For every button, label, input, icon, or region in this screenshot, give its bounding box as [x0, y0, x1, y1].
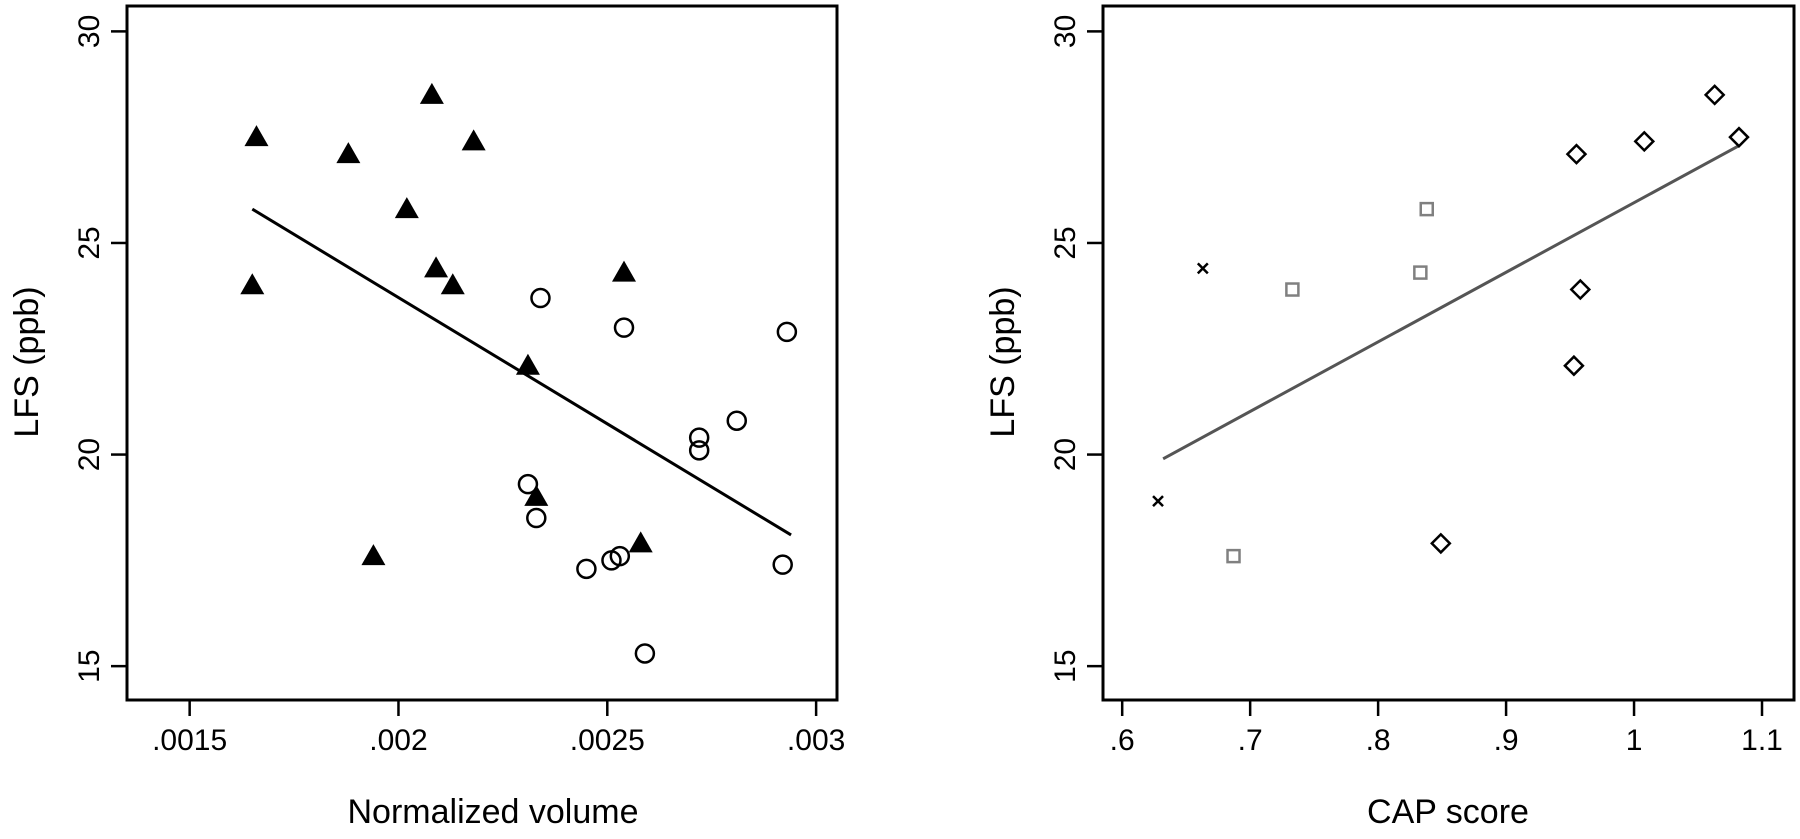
left-triangle-point: [628, 531, 653, 553]
left-circle-point: [688, 427, 710, 448]
right-x-point: [1196, 262, 1209, 275]
right-diamond-point: [1569, 278, 1592, 301]
left-circle-point: [613, 317, 635, 338]
right-y-axis: 15 20 25 30: [1049, 15, 1103, 683]
left-triangle-point: [419, 82, 444, 104]
left-circle-point: [609, 545, 631, 567]
left-circle-point: [530, 287, 551, 309]
right-x-tick-label: .7: [1238, 724, 1263, 757]
right-x-point: [1152, 495, 1164, 507]
right-diamond-point: [1565, 143, 1588, 165]
left-y-axis-title: LFS (ppb): [8, 286, 46, 437]
right-plot-frame: [1101, 4, 1796, 702]
right-square-point: [1226, 548, 1241, 564]
right-square-point: [1413, 265, 1428, 280]
left-triangle-point: [461, 129, 486, 151]
left-triangle-point: [361, 544, 386, 566]
left-y-tick-label: 15: [73, 649, 106, 682]
left-triangle-point: [515, 353, 540, 375]
right-x-tick-label: .6: [1110, 724, 1135, 757]
left-triangle-point: [336, 142, 361, 164]
right-y-tick-label: 20: [1049, 438, 1082, 471]
left-y-tick-label: 25: [73, 226, 106, 259]
left-triangle-point: [394, 197, 419, 219]
left-circle-point: [688, 440, 710, 461]
left-y-tick-label: 20: [73, 438, 106, 471]
left-x-tick-label: .0015: [152, 724, 227, 757]
left-triangle-point: [240, 273, 265, 295]
right-y-axis-title: LFS (ppb): [984, 286, 1022, 437]
right-square-point: [1285, 282, 1300, 297]
left-x-axis-title: Normalized volume: [348, 793, 639, 831]
left-triangle-point: [424, 256, 449, 278]
right-x-tick-label: .8: [1366, 724, 1391, 757]
left-x-tick-label: .003: [787, 724, 845, 757]
right-x-axis: .6 .7 .8 .9 1 1.1: [1110, 700, 1783, 757]
right-diamond-point: [1703, 84, 1726, 106]
left-circle-point: [634, 643, 656, 664]
left-circle-point: [517, 473, 539, 495]
right-square-point: [1419, 201, 1434, 217]
right-x-tick-label: 1.1: [1741, 724, 1783, 757]
right-x-axis-title: CAP score: [1367, 793, 1529, 831]
right-y-tick-label: 15: [1049, 649, 1082, 682]
left-plot-frame: [125, 4, 839, 702]
right-chart: 15 20 25 30 .6 .7 .8 .9 1 1.1 CAP score LFS (ppb…: [984, 4, 1796, 831]
left-x-axis: .0015 .002 .0025 .003: [152, 700, 845, 757]
left-triangle-point: [612, 260, 636, 282]
left-data-marks: [240, 82, 798, 664]
left-x-tick-label: .0025: [570, 724, 645, 757]
right-y-tick-label: 30: [1049, 15, 1082, 48]
left-circle-point: [776, 321, 798, 343]
right-x-tick-label: 1: [1626, 724, 1643, 757]
left-triangle-point: [524, 484, 549, 506]
left-chart: 15 20 25 30 .0015 .002 .0025 .003 Normalized v…: [8, 4, 845, 831]
left-x-tick-label: .002: [369, 724, 427, 757]
left-circle-point: [526, 507, 547, 529]
right-y-tick-label: 25: [1049, 226, 1082, 259]
left-circle-point: [726, 410, 748, 431]
right-diamond-point: [1430, 532, 1452, 555]
left-y-axis: 15 20 25 30: [73, 15, 127, 683]
left-y-tick-label: 30: [73, 15, 106, 48]
right-diamond-point: [1728, 126, 1750, 148]
right-diamond-point: [1633, 130, 1656, 153]
right-diamond-point: [1563, 354, 1585, 377]
left-triangle-point: [440, 273, 465, 295]
right-fit-line: [1162, 144, 1740, 461]
right-data-marks: [1152, 84, 1750, 564]
right-x-tick-label: .9: [1494, 724, 1519, 757]
left-circle-point: [772, 554, 793, 575]
left-triangle-point: [244, 125, 269, 147]
left-circle-point: [576, 558, 597, 580]
